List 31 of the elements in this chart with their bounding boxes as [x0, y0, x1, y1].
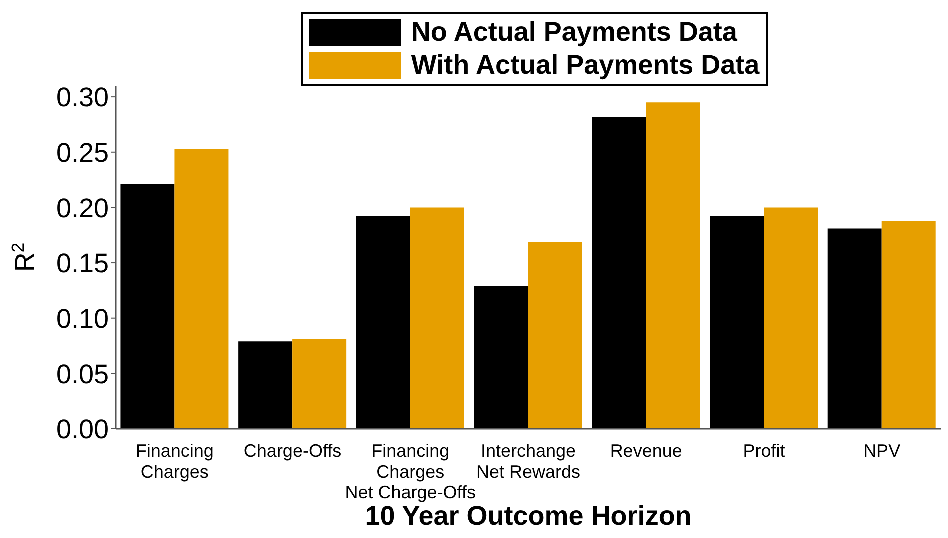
x-tick-label: Profit: [743, 441, 786, 462]
x-tick-label: NPV: [864, 441, 901, 462]
y-tick-label: 0.05: [56, 359, 109, 390]
legend-label: With Actual Payments Data: [411, 50, 760, 81]
x-tick-label: Financing Charges: [136, 441, 214, 482]
bar: [410, 208, 464, 429]
bar: [828, 228, 882, 429]
y-tick-label: 0.25: [56, 138, 109, 168]
bar: [882, 220, 936, 429]
x-tick-label: Financing Charges Net Charge-Offs: [345, 441, 476, 503]
x-tick-label: Revenue: [610, 441, 682, 462]
x-tick-label: Charge-Offs: [244, 441, 342, 462]
bar: [238, 342, 293, 429]
bar: [646, 102, 700, 429]
y-tick-label: 0.30: [56, 82, 109, 113]
bar: [356, 216, 410, 429]
bar: [764, 208, 818, 429]
y-tick-label: 0.20: [56, 193, 109, 224]
bar: [710, 216, 764, 429]
x-axis-title: 10 Year Outcome Horizon: [365, 501, 692, 531]
bar: [592, 116, 646, 429]
bar: [528, 242, 582, 429]
y-tick-label: 0.15: [56, 248, 109, 279]
legend-label: No Actual Payments Data: [411, 17, 738, 48]
bar: [474, 286, 528, 429]
bar: [120, 184, 175, 429]
y-tick-label: 0.10: [56, 304, 109, 334]
bar: [174, 149, 229, 429]
bar: [292, 339, 347, 429]
y-tick-label: 0.00: [56, 414, 109, 445]
x-tick-label: Interchange Net Rewards: [476, 441, 581, 482]
